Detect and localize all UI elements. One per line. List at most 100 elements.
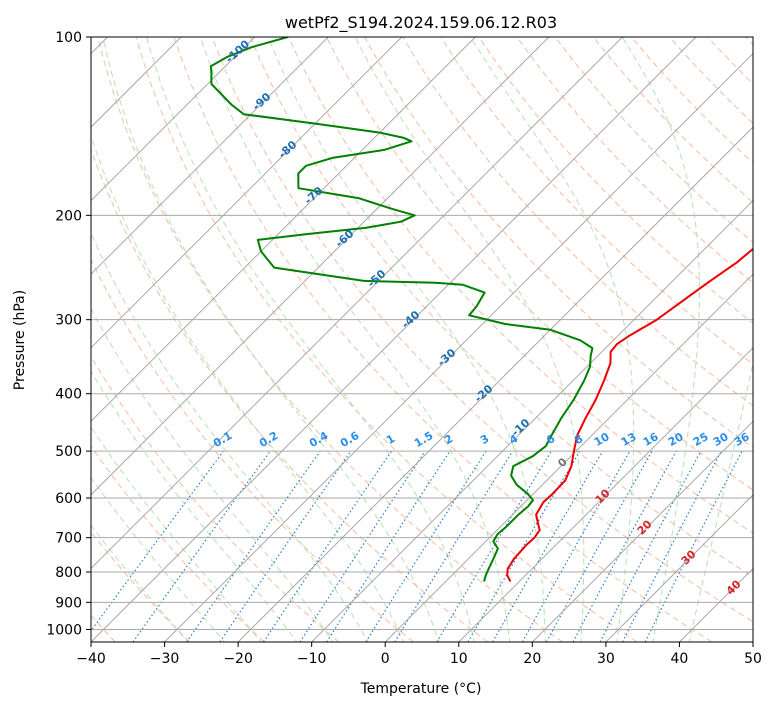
moist-adiabat: [102, 37, 440, 642]
dry-adiabat-label: -70: [302, 184, 326, 207]
isotherm-gridline: [91, 37, 256, 202]
dry-adiabat-label: -50: [365, 267, 389, 290]
dry-adiabat-label: -20: [472, 382, 496, 405]
isotherm-gridline: [91, 37, 329, 275]
moist-adiabats: [91, 37, 753, 642]
moist-adiabat: [354, 37, 585, 642]
mixing-ratio-lines: [91, 450, 743, 642]
y-tick-label: 800: [55, 565, 82, 581]
x-tick-label: 10: [450, 651, 468, 667]
moist-adiabat-label: 10: [593, 486, 613, 506]
mixing-ratio-line: [219, 450, 352, 642]
dry-adiabat: [97, 37, 563, 642]
mixing-ratio-label: 25: [691, 430, 711, 449]
dry-adiabat: [326, 37, 753, 491]
temperature-line: [506, 247, 753, 582]
x-tick-label: 0: [381, 651, 390, 667]
dry-adiabat: [173, 37, 713, 642]
dry-adiabat: [516, 37, 753, 284]
y-tick-label: 600: [55, 491, 82, 507]
isotherm-gridline: [91, 37, 697, 642]
mixing-ratio-label: 0.1: [211, 429, 234, 450]
isotherm-gridline: [91, 37, 476, 423]
mixing-ratio-line: [132, 450, 271, 642]
isotherm-gridline: [164, 52, 753, 642]
dry-adiabat: [91, 355, 340, 642]
dry-adiabat: [707, 37, 753, 85]
moist-adiabat: [91, 307, 334, 642]
dry-adiabat: [745, 37, 753, 46]
dry-adiabat-label: -80: [276, 138, 300, 161]
dry-adiabats: [91, 37, 753, 642]
isotherm-gridline: [384, 273, 753, 642]
mixing-ratio-label: 0.2: [257, 429, 280, 450]
dry-adiabat: [91, 258, 414, 642]
mixing-ratio-label: 1: [384, 432, 397, 447]
moist-adiabat: [91, 370, 298, 642]
isotherm-gridline: [605, 494, 753, 642]
isotherm-gridline: [531, 420, 753, 642]
mixing-ratio-line: [572, 450, 677, 642]
plot-frame: [90, 36, 754, 643]
x-tick-label: −40: [76, 651, 106, 667]
y-tick-label: 200: [55, 208, 82, 224]
moist-adiabat: [688, 361, 753, 642]
dry-adiabat-label: -40: [399, 308, 423, 331]
dry-adiabat: [249, 37, 753, 578]
x-axis-ticks: −40 −30 −20 −10 0 10 20 30 40 50: [76, 642, 762, 667]
mixing-ratio-line: [365, 450, 487, 642]
isotherm-gridline: [679, 567, 753, 642]
mixing-ratio-label: 3: [478, 432, 491, 447]
y-tick-label: 100: [55, 30, 82, 46]
mixing-ratio-line: [91, 450, 224, 632]
y-tick-label: 700: [55, 531, 82, 547]
mixing-ratio-line: [299, 450, 426, 642]
x-tick-label: −20: [223, 651, 253, 667]
isotherm-gridline: [458, 347, 753, 642]
mixing-ratio-label: 0.4: [307, 429, 331, 450]
dry-adiabat: [440, 37, 753, 365]
dry-adiabat: [135, 37, 638, 642]
y-axis-label: Pressure (hPa): [12, 290, 28, 390]
dewpoint-line: [209, 37, 594, 582]
dry-adiabat: [91, 445, 265, 642]
mixing-ratio-line: [326, 450, 451, 642]
y-axis-ticks: 100 200 300 400 500 600 700 800 900 1000: [46, 30, 91, 638]
moist-adiabat-label: 0: [555, 455, 570, 470]
moist-adiabat-label: 20: [635, 517, 655, 537]
dry-adiabat: [91, 531, 191, 642]
mixing-ratio-line: [186, 450, 321, 642]
mixing-ratio-label: 0.6: [338, 429, 362, 450]
mixing-ratio-label: 1.5: [412, 429, 435, 450]
mixing-ratio-line: [521, 450, 631, 642]
dry-adiabat-label: -100: [223, 37, 252, 65]
dry-adiabat-label: -30: [435, 346, 459, 369]
mixing-ratio-line: [394, 450, 514, 642]
moist-adiabat: [91, 426, 262, 642]
isotherm-gridline: [311, 199, 753, 642]
isotherm-gridline: [91, 37, 623, 570]
moist-adiabat: [267, 37, 546, 642]
isotherm-gridline: [91, 37, 550, 496]
y-tick-label: 300: [55, 313, 82, 329]
mixing-ratio-line: [262, 450, 392, 642]
mixing-ratio-label: 20: [666, 430, 686, 449]
x-axis-label: Temperature (°C): [360, 681, 482, 697]
isotherm-gridline: [91, 37, 403, 349]
dry-adiabat: [554, 37, 753, 244]
moist-adiabat: [91, 476, 226, 642]
y-tick-label: 1000: [46, 622, 82, 638]
mixing-ratio-label: 2: [442, 432, 455, 447]
mixing-ratio-line: [644, 450, 743, 642]
dry-adiabat: [91, 148, 489, 642]
dry-adiabat-label: -90: [250, 90, 274, 113]
mixing-ratio-label: 13: [619, 430, 639, 449]
isotherm-gridline: [237, 126, 753, 642]
x-tick-label: 30: [597, 651, 615, 667]
x-tick-label: −10: [297, 651, 327, 667]
x-tick-label: −30: [150, 651, 180, 667]
y-tick-label: 900: [55, 595, 82, 611]
mixing-ratio-label: 36: [732, 430, 752, 449]
x-tick-label: 20: [523, 651, 541, 667]
